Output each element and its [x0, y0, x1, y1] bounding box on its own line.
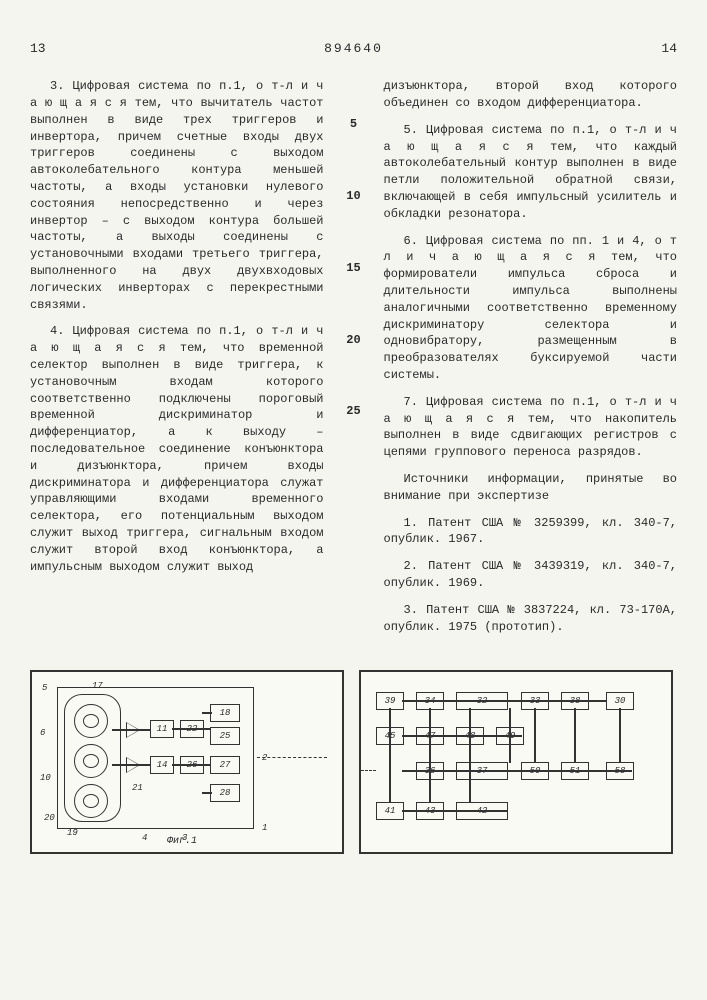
claim-6: 6. Цифровая система по пп. 1 и 4, о т л …	[384, 233, 678, 384]
right-column: дизъюнктора, второй вход которого объеди…	[384, 78, 678, 645]
figures-row: 11 22 18 25 14 26 27 28 5 17 6 10 20 19 …	[30, 670, 677, 854]
publication-number: 894640	[324, 40, 383, 58]
block-27: 27	[210, 756, 240, 774]
label-6: 6	[40, 727, 45, 740]
label-5: 5	[42, 682, 47, 695]
block-11: 11	[150, 720, 174, 738]
block-14: 14	[150, 756, 174, 774]
left-column: 3. Цифровая система по п.1, о т-л и ч а …	[30, 78, 324, 645]
claim-7: 7. Цифровая система по п.1, о т-л и ч а …	[384, 394, 678, 461]
label-20: 20	[44, 812, 55, 825]
line-marker-25: 25	[344, 403, 364, 420]
line-number-gutter: 5 10 15 20 25	[344, 78, 364, 645]
page-header: 13 894640 14	[30, 40, 677, 58]
label-1: 1	[262, 822, 267, 835]
sources-title: Источники информации, принятые во вниман…	[384, 471, 678, 505]
block-41: 41	[376, 802, 404, 820]
reference-2: 2. Патент США № 3439319, кл. 340-7, опуб…	[384, 558, 678, 592]
claim-4-cont: дизъюнктора, второй вход которого объеди…	[384, 78, 678, 112]
line-marker-10: 10	[344, 188, 364, 205]
figure-2: 39 34 32 33 38 30 45 47 48 49 36 37 50 5…	[359, 670, 673, 854]
label-21: 21	[132, 782, 143, 795]
claim-3: 3. Цифровая система по п.1, о т-л и ч а …	[30, 78, 324, 313]
claim-4: 4. Цифровая система по п.1, о т-л и ч а …	[30, 323, 324, 575]
figure-1-caption: Фиг.1	[167, 835, 197, 849]
text-columns: 3. Цифровая система по п.1, о т-л и ч а …	[30, 78, 677, 645]
reference-1: 1. Патент США № 3259399, кл. 340-7, опуб…	[384, 515, 678, 549]
label-10: 10	[40, 772, 51, 785]
line-marker-20: 20	[344, 332, 364, 349]
line-marker-15: 15	[344, 260, 364, 277]
block-25: 25	[210, 727, 240, 745]
label-2: 2	[262, 752, 267, 765]
label-17: 17	[92, 680, 103, 693]
reference-3: 3. Патент США № 3837224, кл. 73-170А, оп…	[384, 602, 678, 636]
claim-5: 5. Цифровая система по п.1, о т-л и ч а …	[384, 122, 678, 223]
block-18: 18	[210, 704, 240, 722]
label-4: 4	[142, 832, 147, 845]
figure-1: 11 22 18 25 14 26 27 28 5 17 6 10 20 19 …	[30, 670, 344, 854]
left-page-num: 13	[30, 40, 46, 58]
right-page-num: 14	[661, 40, 677, 58]
block-28: 28	[210, 784, 240, 802]
line-marker-5: 5	[344, 116, 364, 133]
label-19: 19	[67, 827, 78, 840]
